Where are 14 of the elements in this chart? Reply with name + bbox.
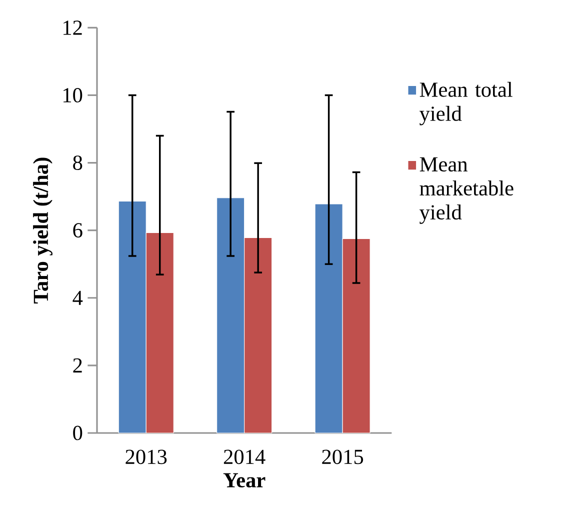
y-tick-label: 4 — [72, 290, 83, 305]
x-tick-label: 2015 — [322, 450, 364, 464]
x-axis-title: Year — [223, 473, 266, 488]
legend-label: Mean marketable yield — [420, 157, 514, 224]
y-tick-label: 8 — [73, 156, 82, 170]
x-tick-label: 2014 — [224, 450, 266, 464]
y-tick-label: 12 — [64, 20, 82, 35]
y-tick-label: 6 — [73, 223, 82, 238]
legend-label: Mean total yield — [420, 82, 512, 126]
x-tick-label: 2013 — [126, 450, 167, 464]
y-tick-label: 0 — [73, 426, 82, 440]
y-tick-label: 2 — [73, 358, 82, 372]
y-axis-title: Taro yield (t/ha) — [33, 158, 52, 304]
y-tick-label: 10 — [64, 88, 82, 102]
